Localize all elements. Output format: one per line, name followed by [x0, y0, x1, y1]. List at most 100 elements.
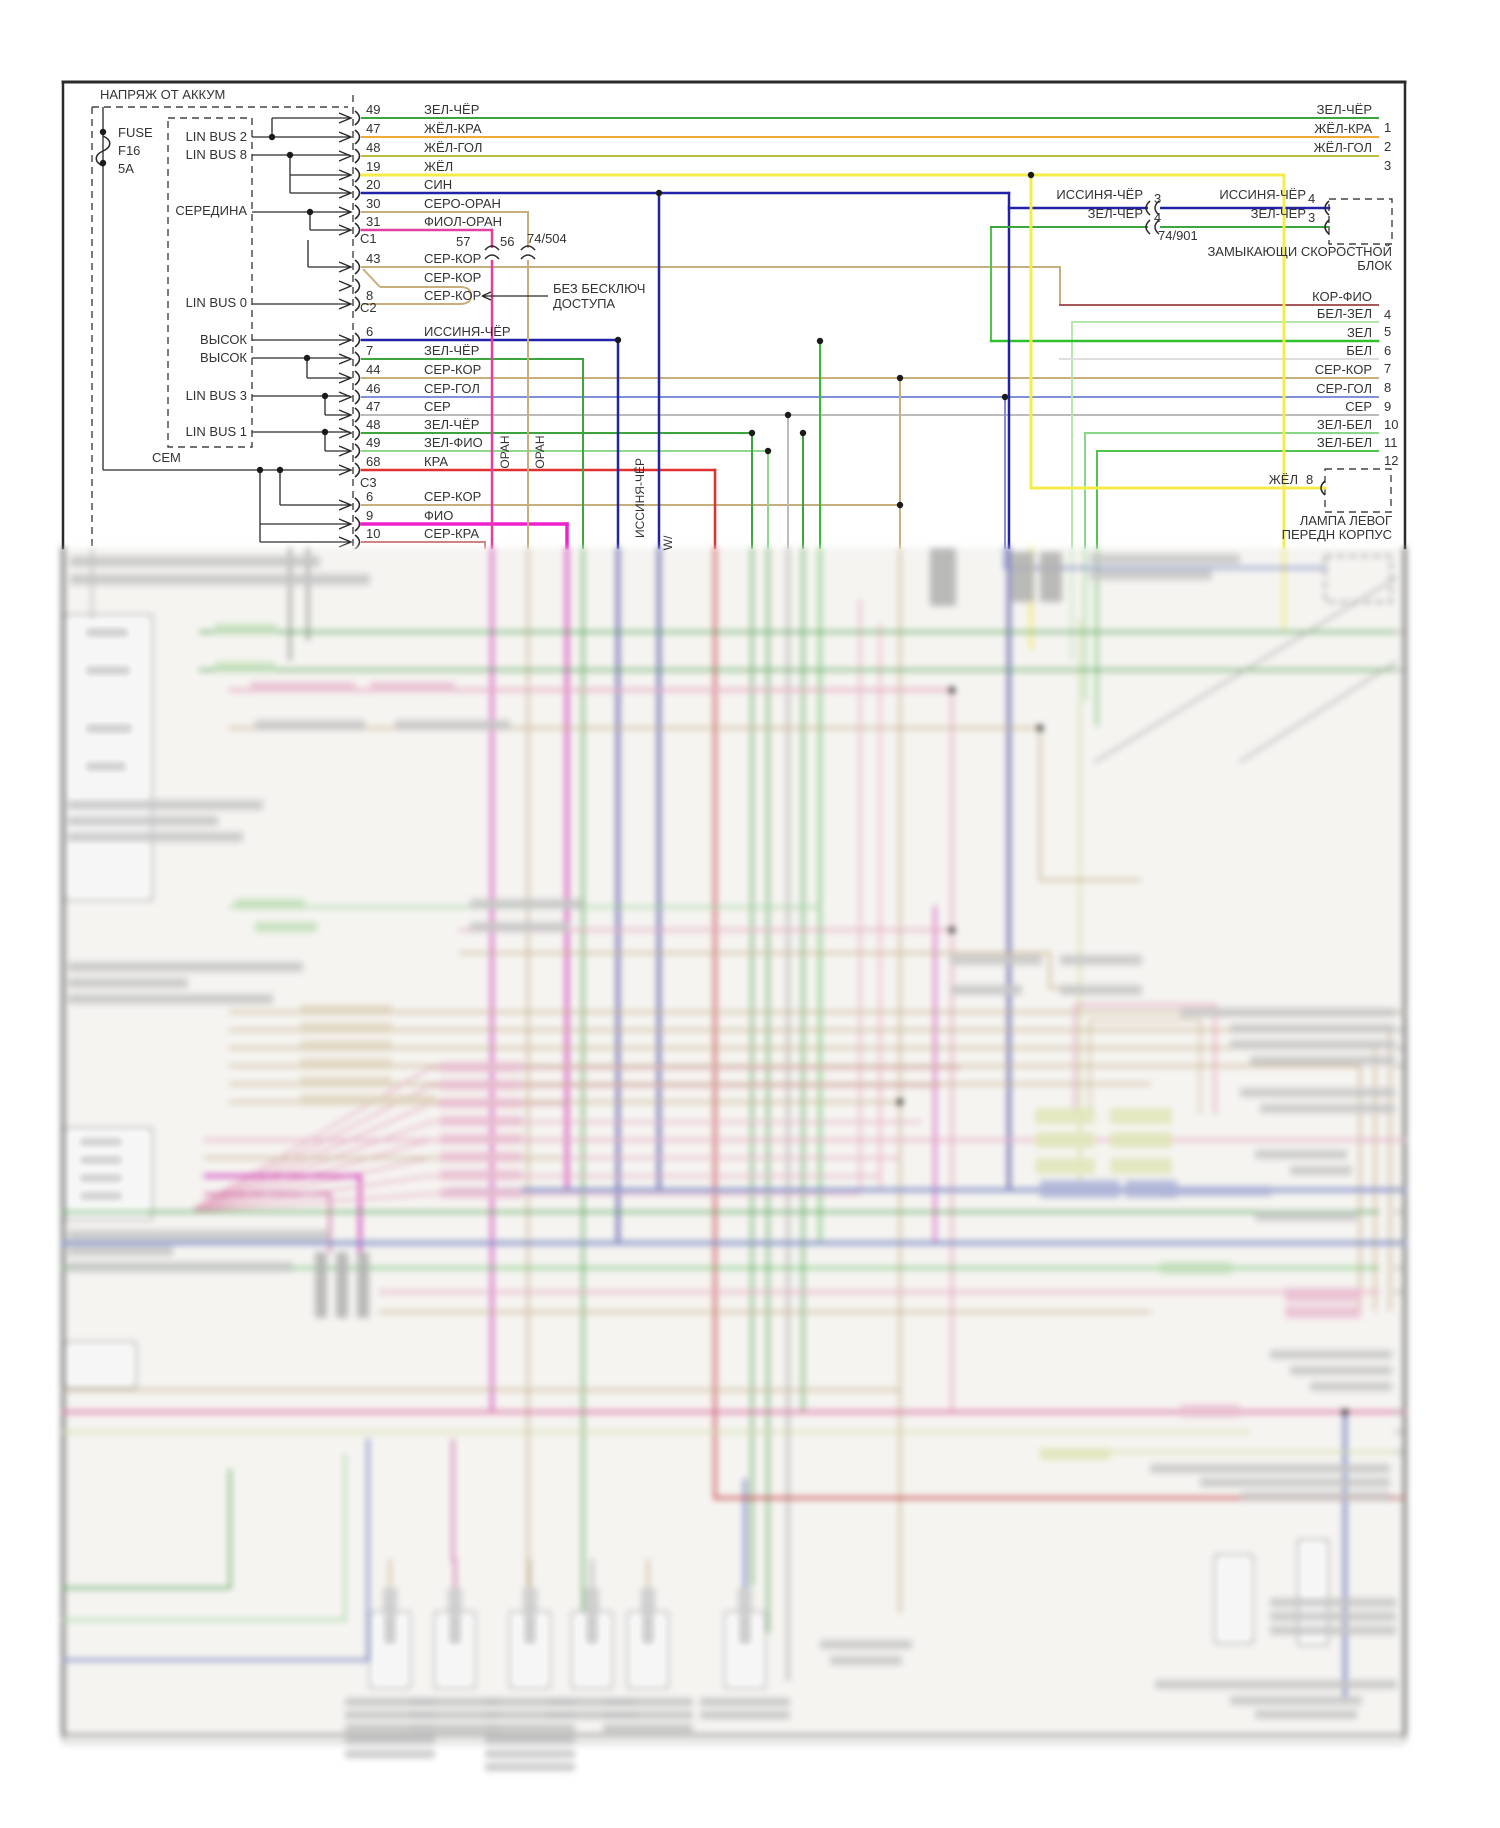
pin-number-label: 7	[1384, 361, 1392, 376]
wire-color-label: ИССИНЯ-ЧЁР	[424, 324, 511, 339]
wire-color-label: СИН	[424, 177, 453, 192]
speed-lock-block-label2: БЛОК	[1357, 258, 1392, 273]
pin-number-label: 6	[366, 489, 374, 504]
pin-number-label: 1	[1384, 120, 1392, 135]
pin-number-label: 8	[1306, 472, 1314, 487]
pin-number-label: 3	[1154, 191, 1162, 206]
wire-color-label: СЕРО-ОРАН	[424, 196, 501, 211]
wire-color-label: ИССИНЯ-ЧЁР	[1056, 187, 1143, 202]
wire-color-label: СЕР	[424, 399, 451, 414]
pin-number-label: 10	[1384, 417, 1399, 432]
wire-color-label: КОР-ФИО	[1312, 289, 1372, 304]
wire-color-label: ЗЕЛ-БЕЛ	[1316, 435, 1372, 450]
pin-number-label: 3	[1308, 210, 1316, 225]
wire-color-label: СЕР-КОР	[424, 362, 482, 377]
lamp-label: ЛАМПА ЛЕВОГ	[1299, 513, 1392, 528]
pin-number-label: 20	[366, 177, 381, 192]
wire-color-label: ФИОЛ-ОРАН	[424, 214, 503, 229]
pin-number-label: 10	[366, 526, 381, 541]
fuse-label: FUSE	[118, 125, 153, 140]
pin-number-label: 8	[366, 288, 374, 303]
wire-color-label: ЗЕЛ-ФИО	[424, 435, 483, 450]
pin-number-label: 47	[366, 399, 381, 414]
wire-color-label: СЕР-КОР	[424, 270, 482, 285]
bus-signal-label: LIN BUS 2	[185, 129, 247, 144]
wire-color-label: СЕР-КРА	[424, 526, 480, 541]
wire-color-label: СЕР-ГОЛ	[1316, 381, 1372, 396]
bus-signal-label: СЕРЕДИНА	[175, 203, 247, 218]
pin-number-label: 5	[1384, 324, 1392, 339]
wire-color-label: ЗЕЛ-ЧЁР	[424, 417, 480, 432]
connector-group-label: C1	[360, 231, 377, 246]
wire-color-label: БЕЛ	[1346, 343, 1372, 358]
pin-number-label: 30	[366, 196, 381, 211]
pin-number-label: 47	[366, 121, 381, 136]
wire-color-label: ЗЕЛ-ЧЁР	[1316, 102, 1372, 117]
wire-color-label: ЗЕЛ-БЕЛ	[1316, 417, 1372, 432]
wire-color-label: ЗЕЛ-ЧЁР	[424, 343, 480, 358]
fuse-rating-label: 5A	[118, 161, 134, 176]
battery-voltage-label: НАПРЯЖ ОТ АККУМ	[100, 87, 226, 102]
wire-color-label: ИССИНЯ-ЧЁР	[1219, 187, 1306, 202]
bus-signal-label: LIN BUS 8	[185, 147, 247, 162]
wire-color-label: ЗЕЛ-ЧЁР	[424, 102, 480, 117]
bus-signal-label: LIN BUS 0	[185, 295, 247, 310]
wire-color-label: СЕР-ГОЛ	[424, 381, 480, 396]
wire-color-label: ЖЁЛ-КРА	[1314, 121, 1372, 136]
wire-color-label: ЗЕЛ-ЧЁР	[1250, 206, 1306, 221]
wire-color-label: СЕР-КОР	[424, 251, 482, 266]
pin-number-label: 9	[366, 508, 374, 523]
bus-signal-label: ВЫСОК	[200, 332, 247, 347]
wire-color-label: СЕР	[1345, 399, 1372, 414]
vertical-wire-label: ОРАН	[498, 435, 512, 469]
splice-56-label: 56	[500, 234, 515, 249]
pin-number-label: 48	[366, 140, 381, 155]
pin-number-label: 46	[366, 381, 381, 396]
pin-number-label: 68	[366, 454, 381, 469]
pin-number-label: 7	[366, 343, 374, 358]
pin-number-label: 43	[366, 251, 381, 266]
pin-number-label: 12	[1384, 453, 1399, 468]
pin-number-label: 44	[366, 362, 381, 377]
pin-number-label: 9	[1384, 399, 1392, 414]
wiring-blurred-section	[0, 540, 1500, 1771]
keyless-note-line1: БЕЗ БЕСКЛЮЧ	[553, 281, 646, 296]
wire-color-label: ЖЁЛ	[424, 159, 454, 174]
wire-color-label: БЕЛ-ЗЕЛ	[1316, 306, 1372, 321]
connector-group-label: C2	[360, 300, 377, 315]
pin-number-label: 31	[366, 214, 381, 229]
wire-color-label: СЕР-КОР	[1314, 362, 1372, 377]
pin-number-label: 6	[1384, 343, 1392, 358]
pin-number-label: 19	[366, 159, 381, 174]
lamp-label2: ПЕРЕДН КОРПУС	[1281, 527, 1392, 542]
wire-color-label: ЗЕЛ	[1346, 325, 1372, 340]
wire-color-label: ФИО	[424, 508, 454, 523]
pin-number-label: 48	[366, 417, 381, 432]
pin-number-label: 3	[1384, 158, 1392, 173]
pin-number-label: 49	[366, 102, 381, 117]
wire-color-label: ЖЁЛ-ГОЛ	[424, 140, 483, 155]
keyless-note: БЕЗ БЕСКЛЮЧ ДОСТУПА	[553, 281, 645, 311]
pin-number-label: 8	[1384, 380, 1392, 395]
wire-color-label: КРА	[424, 454, 449, 469]
connector-group-label: C3	[360, 475, 377, 490]
pin-number-label: 4	[1154, 210, 1162, 225]
connector-74-901-label: 74/901	[1158, 228, 1198, 243]
fuse-id-label: F16	[118, 143, 141, 158]
pin-number-label: 2	[1384, 139, 1392, 154]
wire-color-label: ЖЁЛ-ГОЛ	[1313, 140, 1372, 155]
wire-color-label: СЕР-КОР	[424, 489, 482, 504]
connector-74-504-label: 74/504	[527, 231, 567, 246]
pin-number-label: 49	[366, 435, 381, 450]
bus-signal-label: LIN BUS 3	[185, 388, 247, 403]
bus-signal-label: ВЫСОК	[200, 350, 247, 365]
bus-signal-label: LIN BUS 1	[185, 424, 247, 439]
pin-number-label: 6	[366, 324, 374, 339]
keyless-note-line2: ДОСТУПА	[553, 296, 616, 311]
vertical-wire-label: ОРАН	[533, 435, 547, 469]
wire-color-label: ЗЕЛ-ЧЁР	[1087, 206, 1143, 221]
